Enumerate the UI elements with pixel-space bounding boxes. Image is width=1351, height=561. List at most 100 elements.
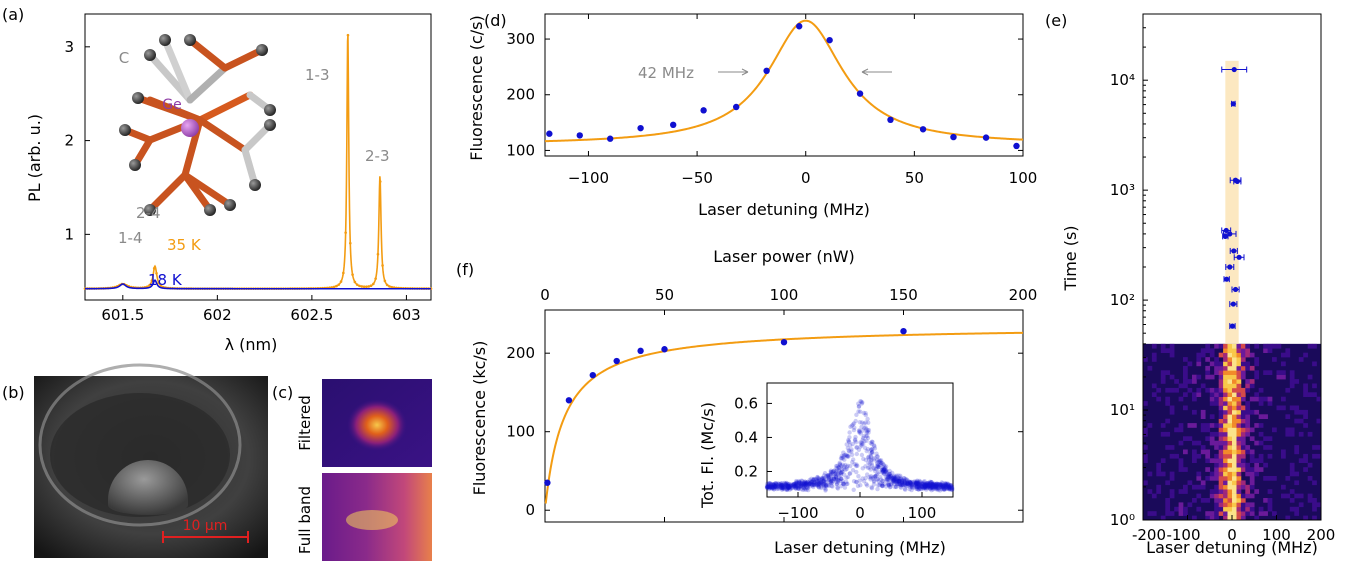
heatmap-cell: [1294, 493, 1300, 499]
inset-data-point: [779, 482, 785, 488]
inset-data-point: [905, 481, 910, 486]
inset-data-point: [916, 482, 921, 488]
heatmap-cell: [1303, 387, 1308, 393]
spectrum-35k-point: [381, 264, 384, 267]
heatmap-cell: [1254, 467, 1260, 472]
inset-y-axis-label: Tot. Fl. (Mc/s): [698, 402, 717, 509]
inset-data-point: [764, 485, 770, 490]
spectrum-35k-point: [155, 271, 158, 275]
spectrum-35k-point: [358, 284, 361, 288]
inset-data-point: [850, 460, 855, 465]
inset-data-point: [944, 486, 949, 492]
inset-data-point: [929, 485, 934, 491]
heatmap-cell: [1240, 480, 1246, 486]
inset-data-point: [916, 487, 921, 492]
inset-data-point: [808, 479, 813, 484]
heatmap-cell: [1169, 348, 1175, 353]
heatmap-cell: [1209, 392, 1215, 397]
spectrum-35k-point: [362, 285, 366, 289]
heatmap-cell: [1227, 365, 1233, 371]
inset-data-point: [786, 485, 791, 491]
heatmap-cell: [1192, 515, 1197, 521]
heatmap-cell: [1236, 343, 1242, 349]
heatmap-cell: [1218, 361, 1224, 367]
spectrum-35k-point: [388, 285, 391, 288]
inset-data-point: [796, 480, 802, 485]
inset-data-point: [851, 457, 856, 462]
inset-data-point: [929, 484, 935, 490]
heatmap-cell: [1205, 348, 1211, 353]
heatmap-cell: [1245, 449, 1251, 455]
inset-data-point: [854, 469, 859, 475]
inset-data-point: [811, 476, 817, 482]
inset-data-point: [857, 429, 862, 435]
inset-data-point: [858, 444, 863, 449]
inset-data-point: [909, 484, 914, 489]
inset-data-point: [801, 482, 806, 487]
inset-data-point: [858, 399, 863, 404]
heatmap-cell: [1209, 423, 1215, 428]
inset-data-point: [869, 486, 875, 491]
inset-data-point: [927, 483, 932, 488]
atom-bond: [196, 91, 254, 124]
inset-data-point: [866, 420, 871, 425]
inset-data-point: [945, 484, 950, 489]
inset-data-point: [816, 483, 821, 488]
heatmap-cell: [1156, 462, 1162, 468]
inset-data-point: [843, 467, 848, 472]
heatmap-cell: [1174, 387, 1179, 393]
inset-data-point: [880, 481, 885, 486]
inset-data-point: [927, 486, 933, 492]
inset-data-point: [819, 481, 825, 486]
heatmap-cell: [1192, 498, 1197, 503]
heatmap-cell: [1258, 458, 1264, 463]
heatmap-cell: [1258, 506, 1264, 512]
spectrum-35k-point: [342, 271, 345, 275]
inset-data-point: [886, 474, 891, 479]
inset-data-point: [810, 483, 815, 488]
peak-label-2-4: 2-4: [136, 204, 161, 222]
inset-data-point: [893, 476, 898, 481]
inset-data-point: [840, 456, 845, 461]
inset-data-point: [869, 447, 874, 452]
inset-data-point: [944, 484, 949, 489]
heatmap-cell: [1294, 511, 1300, 516]
inset-data-point: [773, 481, 778, 486]
inset-data-point: [923, 485, 928, 490]
heatmap-cell: [1307, 493, 1313, 499]
heatmap-cell: [1227, 427, 1233, 433]
heatmap-cell: [1218, 462, 1224, 468]
germanium-label: Ge: [162, 97, 181, 113]
inset-data-point: [807, 480, 813, 486]
heatmap-cell: [1178, 396, 1184, 402]
inset-data-point: [772, 483, 777, 489]
inset-data-point: [829, 477, 834, 482]
inset-data-point: [839, 455, 844, 461]
heatmap-cell: [1218, 374, 1224, 380]
inset-data-point: [863, 425, 868, 430]
heatmap-cell: [1209, 431, 1215, 437]
spectrum-35k-point: [372, 282, 375, 286]
inset-data-point: [902, 476, 907, 481]
inset-data-point: [793, 481, 799, 486]
inset-data-point: [818, 480, 823, 485]
inset-data-point: [831, 468, 836, 474]
inset-data-point: [854, 462, 859, 467]
inset-data-point: [922, 479, 927, 484]
inset-data-point: [875, 463, 880, 468]
inset-data-point: [774, 482, 779, 487]
inset-data-point: [860, 466, 865, 471]
top-x-tick-label-f: 200: [1009, 286, 1038, 304]
inset-data-point: [947, 486, 952, 491]
inset-data-point: [856, 409, 861, 414]
inset-data-point: [883, 468, 888, 473]
inset-data-point: [863, 457, 868, 463]
spectrum-35k-point: [351, 273, 354, 276]
inset-data-point: [923, 483, 928, 488]
inset-data-point: [912, 485, 917, 490]
inset-data-point: [895, 477, 900, 482]
axis-ticks-e: [1142, 13, 1322, 521]
inset-data-point: [859, 401, 865, 406]
x-tick-label-a: 601.5: [101, 306, 144, 324]
inset-data-point: [912, 482, 917, 488]
